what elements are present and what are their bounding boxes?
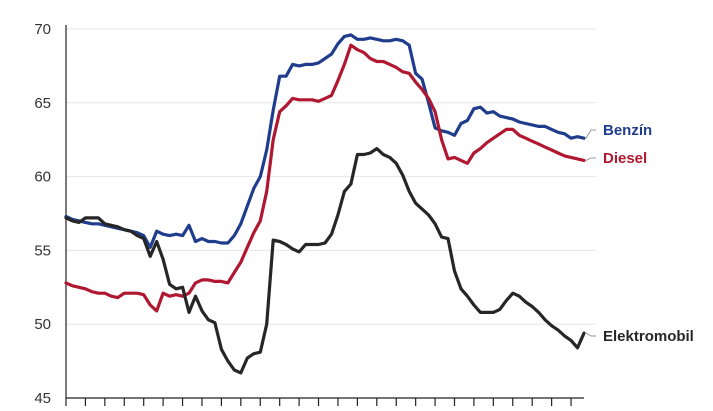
series-lines	[64, 33, 586, 375]
x-axis	[65, 25, 584, 406]
y-tick-label: 50	[34, 316, 51, 333]
series-label-leader	[585, 332, 596, 337]
y-tick-label: 55	[34, 242, 51, 259]
series-line-2	[64, 147, 586, 375]
series-line-1	[64, 43, 586, 313]
y-tick-label: 70	[34, 21, 51, 38]
y-tick-label: 60	[34, 169, 51, 186]
gridlines	[66, 28, 596, 325]
y-tick-label: 65	[34, 95, 51, 112]
series-label-leader	[585, 157, 596, 161]
y-tick-label: 45	[34, 390, 51, 407]
series-label-2: Elektromobil	[603, 328, 694, 345]
series-labels: Benzín Diesel Elektromobil	[585, 122, 694, 345]
y-axis-tick-labels: 45 50 55 60 65 70	[34, 21, 51, 407]
series-label-leader	[585, 129, 596, 139]
series-line-0	[64, 33, 586, 249]
series-label-1: Diesel	[603, 150, 647, 167]
series-label-0: Benzín	[603, 122, 652, 139]
